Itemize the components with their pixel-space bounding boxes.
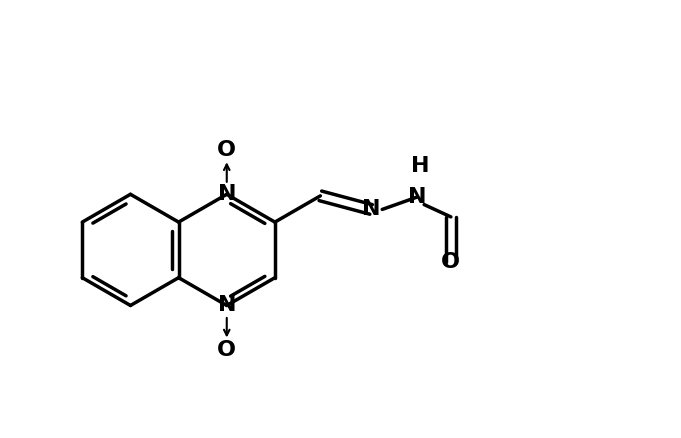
Text: H: H [411, 156, 429, 177]
Text: O: O [441, 251, 460, 272]
Text: N: N [217, 296, 236, 315]
Text: O: O [217, 340, 236, 360]
Text: N: N [362, 199, 381, 219]
Text: O: O [217, 140, 236, 160]
Text: N: N [217, 184, 236, 204]
Text: N: N [407, 187, 426, 207]
